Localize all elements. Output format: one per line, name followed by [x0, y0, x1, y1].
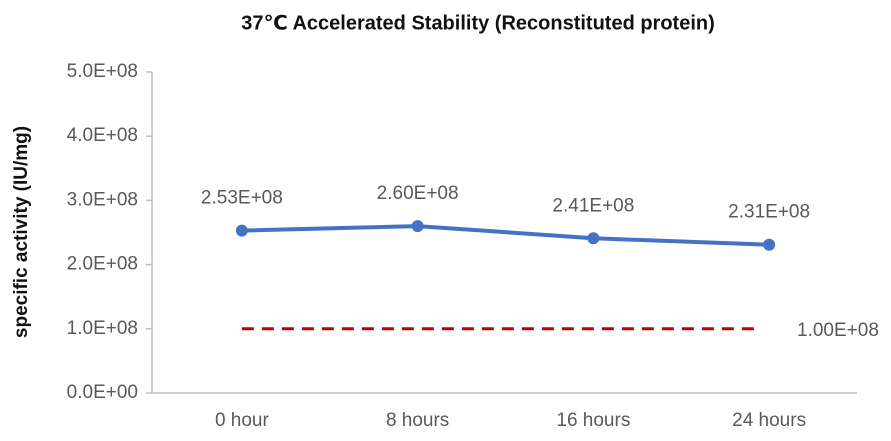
data-label: 2.31E+08	[728, 202, 810, 223]
y-tick-label: 2.0E+08	[67, 254, 138, 275]
x-tick-label: 16 hours	[556, 410, 630, 431]
data-label: 2.53E+08	[201, 188, 283, 209]
y-tick-label: 4.0E+08	[67, 125, 138, 146]
y-axis-label: specific activity (IU/mg)	[11, 126, 32, 338]
x-tick-label: 0 hour	[215, 410, 270, 431]
y-tick-label: 0.0E+00	[67, 382, 138, 403]
chart-title: 37℃ Accelerated Stability (Reconstituted…	[241, 12, 715, 34]
y-tick-label: 3.0E+08	[67, 189, 138, 210]
reference-label: 1.00E+08	[797, 320, 879, 341]
x-tick-label: 8 hours	[386, 410, 449, 431]
point	[763, 238, 776, 251]
point	[235, 224, 248, 237]
line	[241, 224, 770, 247]
y-tick-label: 1.0E+08	[67, 318, 138, 339]
data-label: 2.41E+08	[552, 195, 634, 216]
data-label: 2.60E+08	[377, 183, 459, 204]
point	[411, 220, 424, 233]
x-tick-label: 24 hours	[732, 410, 806, 431]
point	[587, 232, 600, 245]
y-tick-label: 5.0E+08	[67, 61, 138, 82]
